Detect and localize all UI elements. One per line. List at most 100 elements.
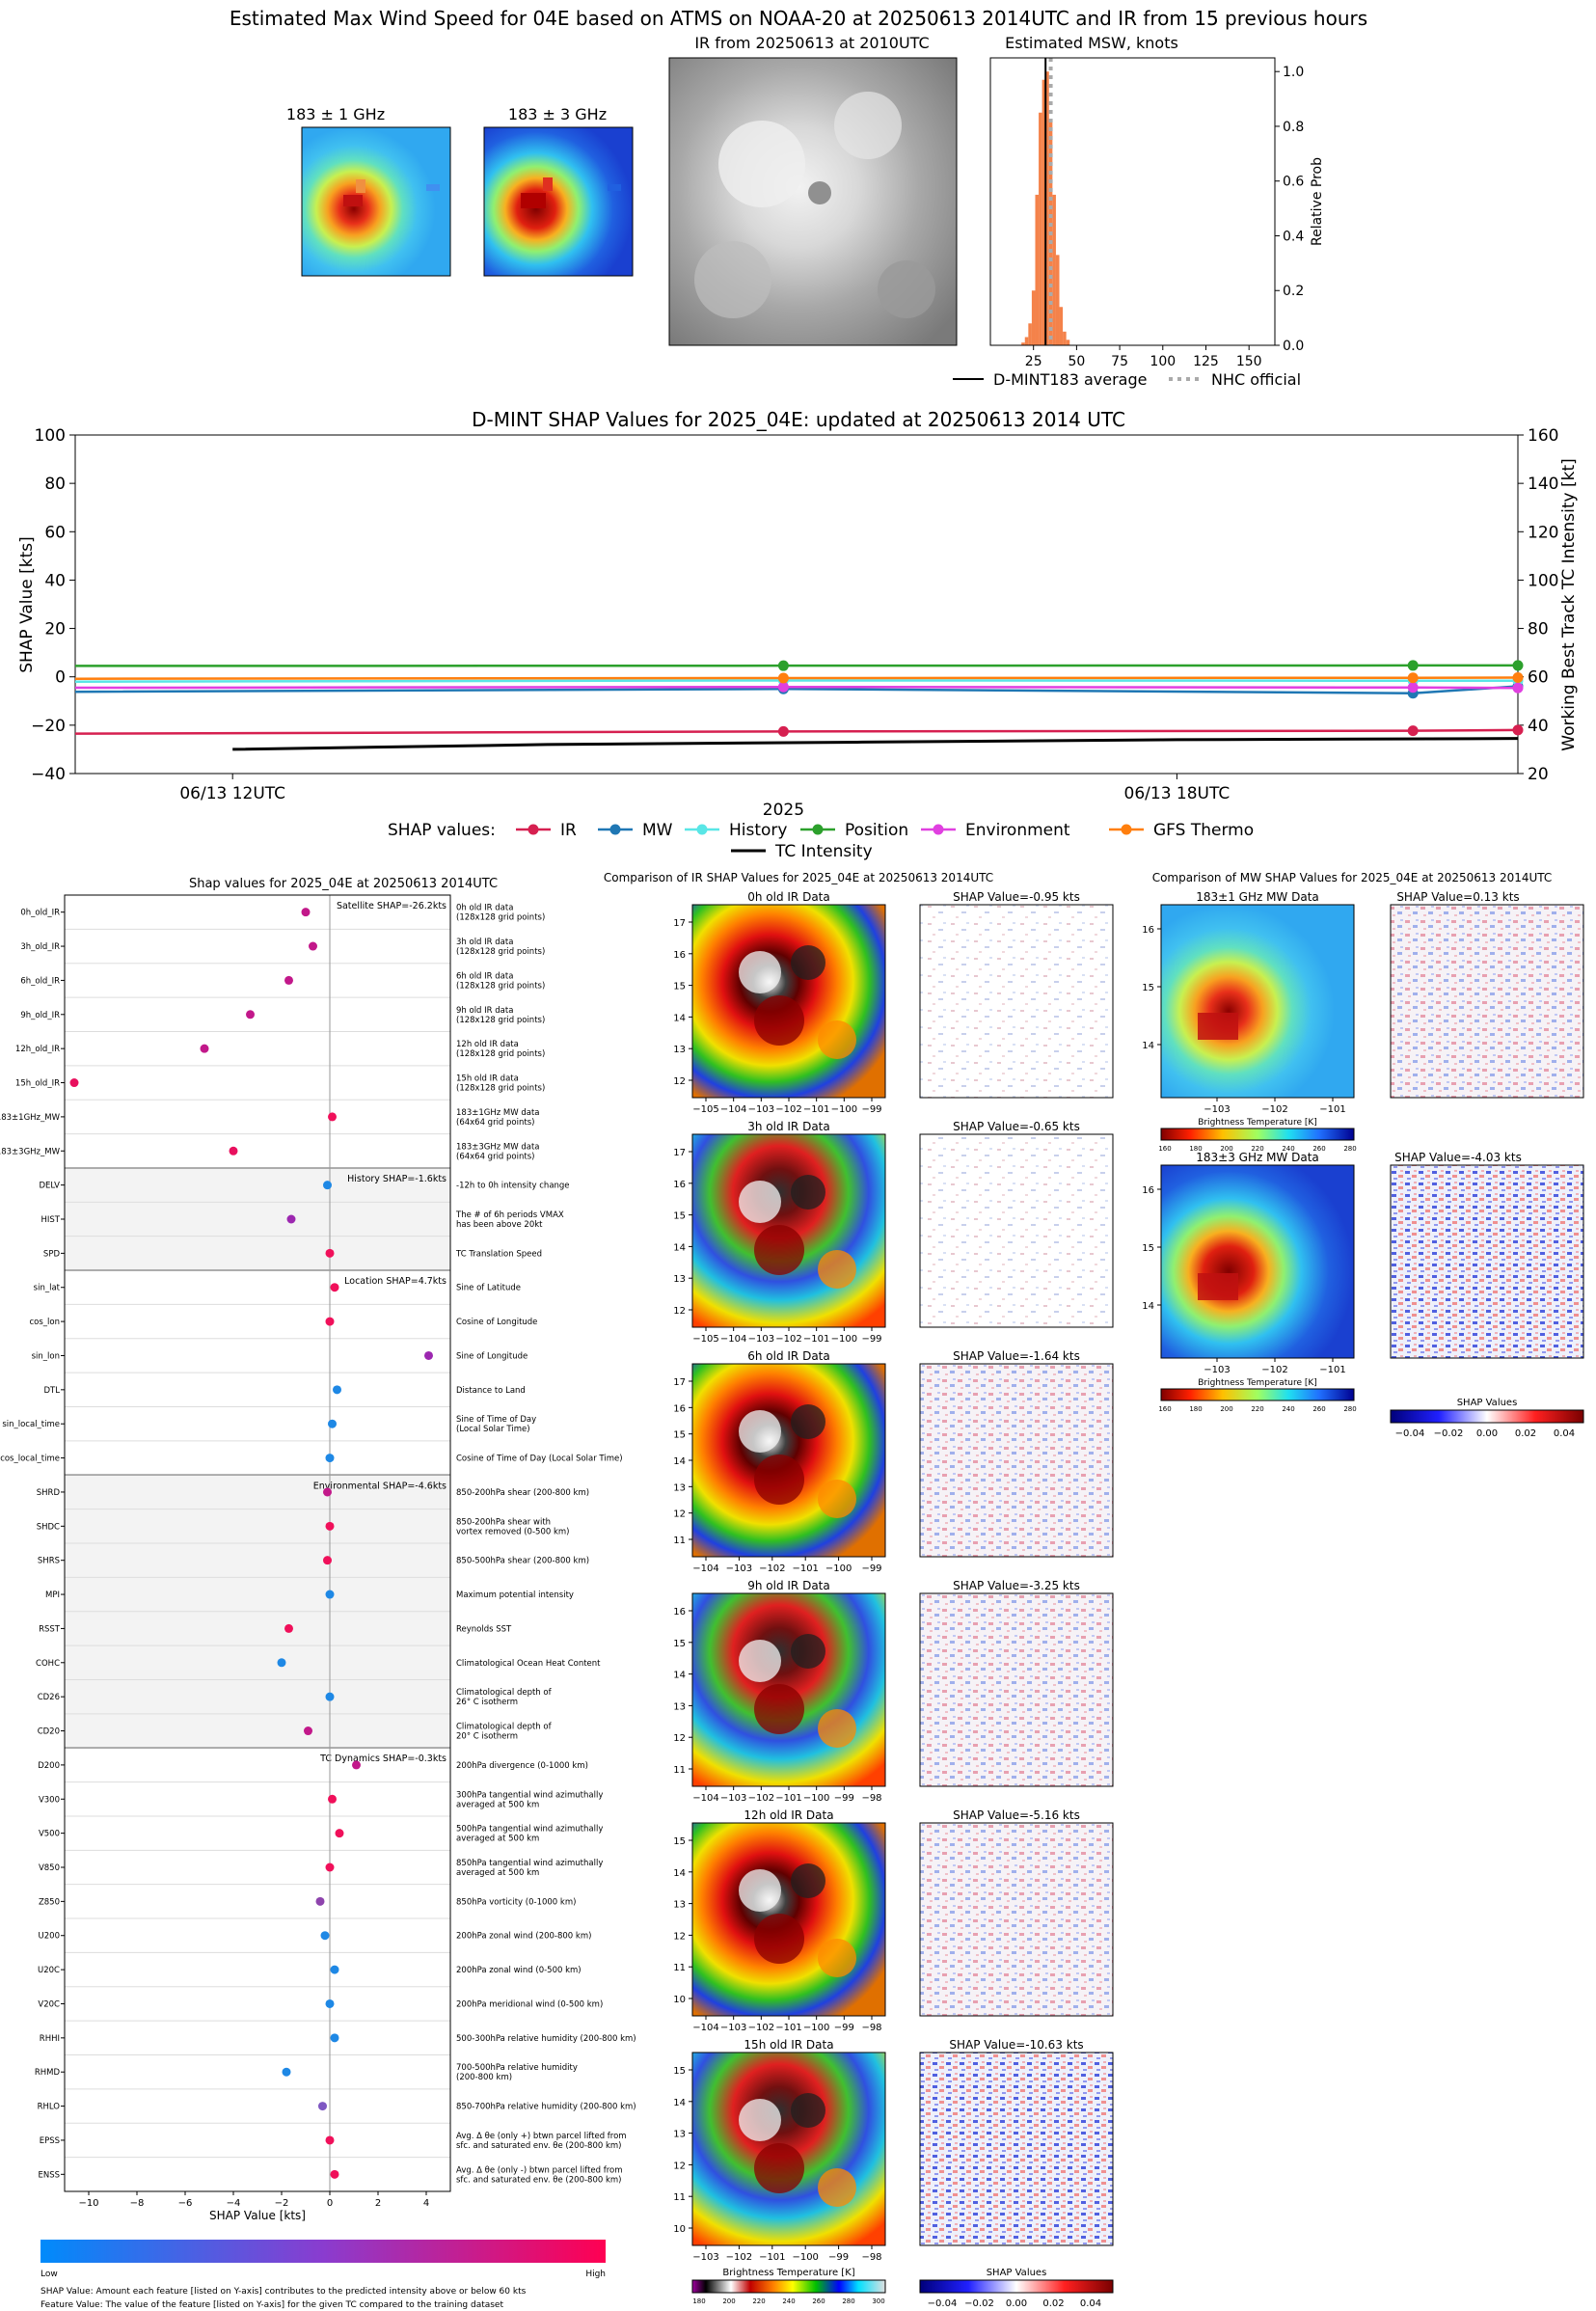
feature-footnote-2: Feature Value: The value of the feature … bbox=[41, 2300, 503, 2310]
hist-bar bbox=[1052, 194, 1056, 345]
ir-xtick-label: −102 bbox=[748, 2023, 774, 2033]
mw-xtick-label: −103 bbox=[1204, 1365, 1230, 1375]
hist-ytick-label: 0.2 bbox=[1283, 284, 1304, 299]
ir-xtick-label: −103 bbox=[748, 1104, 774, 1115]
hist-bar bbox=[1041, 79, 1046, 345]
feature-name: V500 bbox=[39, 1830, 60, 1839]
ir-cloud-blob bbox=[818, 2168, 856, 2207]
ir-xtick-label: −105 bbox=[692, 1334, 718, 1345]
ts-legend-prefix: SHAP values: bbox=[388, 821, 496, 840]
hist-bar bbox=[1039, 112, 1042, 345]
feature-name: U200 bbox=[39, 1932, 60, 1942]
ir-xtick-label: −102 bbox=[775, 1334, 801, 1345]
mw-bt-colorbar bbox=[1160, 1388, 1355, 1401]
ir-ytick-label: 14 bbox=[673, 1671, 686, 1681]
ir-xtick-label: −103 bbox=[720, 2023, 746, 2033]
hist-ytick-label: 0.4 bbox=[1283, 229, 1304, 244]
mw-bt-colorbar-tick: 220 bbox=[1251, 1405, 1263, 1413]
ts-y2tick-label: 140 bbox=[1528, 475, 1558, 494]
feature-shap-point bbox=[284, 1623, 293, 1633]
feature-description: 850-200hPa shear with bbox=[456, 1517, 551, 1527]
mw2-title: 183 ± 3 GHz bbox=[508, 105, 607, 123]
ir-cloud-blob bbox=[818, 1020, 856, 1059]
mw-shap-colorbar-label: SHAP Values bbox=[1457, 1398, 1518, 1408]
ts-ytick-label: −40 bbox=[31, 765, 66, 784]
hist-bar bbox=[1059, 307, 1064, 345]
feature-shap-point bbox=[325, 2135, 335, 2145]
ir-shap-colorbar-tick: −0.02 bbox=[964, 2298, 994, 2309]
ir-comparison-grid: 0h old IR Data SHAP Value=-0.95 kts 12 13 14… bbox=[673, 890, 1114, 2309]
feature-shap-point bbox=[352, 1760, 361, 1770]
hist-ytick-label: 1.0 bbox=[1283, 65, 1304, 80]
ts-series-point bbox=[777, 660, 789, 671]
ir-xtick-label: −100 bbox=[803, 1793, 829, 1804]
feature-shap-point bbox=[330, 1965, 339, 1974]
ts-series-point bbox=[1512, 724, 1524, 736]
ts-frame bbox=[74, 434, 1519, 775]
feature-name: RHHI bbox=[40, 2034, 60, 2044]
ir-shap-image bbox=[919, 2052, 1114, 2246]
feature-description: vortex removed (0-500 km) bbox=[456, 1527, 569, 1536]
feature-footnote-1: SHAP Value: Amount each feature [listed … bbox=[41, 2287, 527, 2297]
feature-description: averaged at 500 km bbox=[456, 1800, 539, 1809]
mw-bt-colorbar-tick: 260 bbox=[1312, 1145, 1325, 1153]
ir-xtick-label: −102 bbox=[748, 1793, 774, 1804]
feature-description: has been above 20kt bbox=[456, 1220, 543, 1230]
mw-bt-colorbar-tick: 160 bbox=[1158, 1405, 1171, 1413]
feature-description: (128x128 grid points) bbox=[456, 981, 545, 991]
ts-series-line bbox=[74, 728, 1519, 735]
ts-legend-marker bbox=[527, 824, 539, 835]
ir-shap-label: SHAP Value=-3.25 kts bbox=[953, 1579, 1080, 1592]
feature-colorbar-low: Low bbox=[41, 2270, 58, 2279]
ir-ytick-label: 14 bbox=[673, 2098, 686, 2108]
feature-xtick-label: −8 bbox=[130, 2198, 145, 2209]
ir-ytick-label: 12 bbox=[673, 1733, 686, 1744]
feature-shap-point bbox=[69, 1078, 79, 1088]
mw-bt-colorbar-tick: 280 bbox=[1343, 1145, 1356, 1153]
ir-image bbox=[668, 57, 958, 346]
mw-shap-colorbar-tick: −0.02 bbox=[1434, 1428, 1464, 1439]
feature-description: 200hPa zonal wind (200-800 km) bbox=[456, 1932, 591, 1942]
mw-bt-colorbar-tick: 280 bbox=[1343, 1405, 1356, 1413]
ir-xtick-label: −104 bbox=[720, 1104, 746, 1115]
mw-panel-image bbox=[1160, 1164, 1355, 1359]
feature-name: 3h_old_IR bbox=[20, 942, 60, 952]
ir-xtick-label: −103 bbox=[726, 1563, 752, 1574]
feature-shap-point bbox=[229, 1146, 238, 1156]
ts-series-line bbox=[74, 679, 1518, 683]
ir-xtick-label: −99 bbox=[861, 1104, 881, 1115]
ir-cloud-blob bbox=[791, 1404, 825, 1439]
ts-ytick-label: 20 bbox=[44, 620, 66, 639]
ir-ytick-label: 16 bbox=[673, 1607, 686, 1618]
ts-series-point bbox=[1512, 682, 1524, 693]
ts-xlabel: 2025 bbox=[763, 801, 804, 820]
ir-xtick-label: −100 bbox=[831, 1334, 857, 1345]
feature-description: Sine of Longitude bbox=[456, 1351, 527, 1361]
feature-description: sfc. and saturated env. θe (200-800 km) bbox=[456, 2175, 622, 2185]
feature-description: Distance to Land bbox=[456, 1386, 526, 1396]
feature-description: (128x128 grid points) bbox=[456, 1049, 545, 1059]
mw-xtick-label: −101 bbox=[1319, 1365, 1345, 1375]
feature-description: (64x64 grid points) bbox=[456, 1118, 534, 1128]
feature-description: 850-700hPa relative humidity (200-800 km… bbox=[456, 2103, 636, 2112]
ir-shap-colorbar-label: SHAP Values bbox=[987, 2268, 1047, 2278]
mw-bt-colorbar-tick: 200 bbox=[1220, 1145, 1232, 1153]
feature-shap-point bbox=[330, 1283, 339, 1292]
ir-cloud-blob bbox=[791, 945, 825, 980]
legend-dmint-label: D-MINT183 average bbox=[993, 370, 1147, 389]
feature-description: 20° C isotherm bbox=[456, 1732, 518, 1742]
ts-legend-label: MW bbox=[642, 821, 673, 840]
ts-series-point bbox=[1407, 660, 1419, 671]
hist-ytick-label: 0.6 bbox=[1283, 175, 1304, 190]
ir-xtick-label: −99 bbox=[834, 1793, 854, 1804]
ir-cloud-blob bbox=[739, 2099, 781, 2141]
ir-bt-colorbar-tick: 300 bbox=[872, 2297, 884, 2305]
feature-description: Sine of Time of Day bbox=[456, 1415, 536, 1425]
feature-description: 12h old IR data bbox=[456, 1040, 519, 1049]
ir-shap-image bbox=[919, 1363, 1114, 1558]
ir-xtick-label: −101 bbox=[759, 2252, 785, 2263]
feature-name: SHRS bbox=[38, 1557, 60, 1566]
mw-shap-colorbar-tick: 0.02 bbox=[1515, 1428, 1536, 1439]
ts-ytick-label: 40 bbox=[44, 571, 66, 590]
feature-description: (128x128 grid points) bbox=[456, 947, 545, 957]
